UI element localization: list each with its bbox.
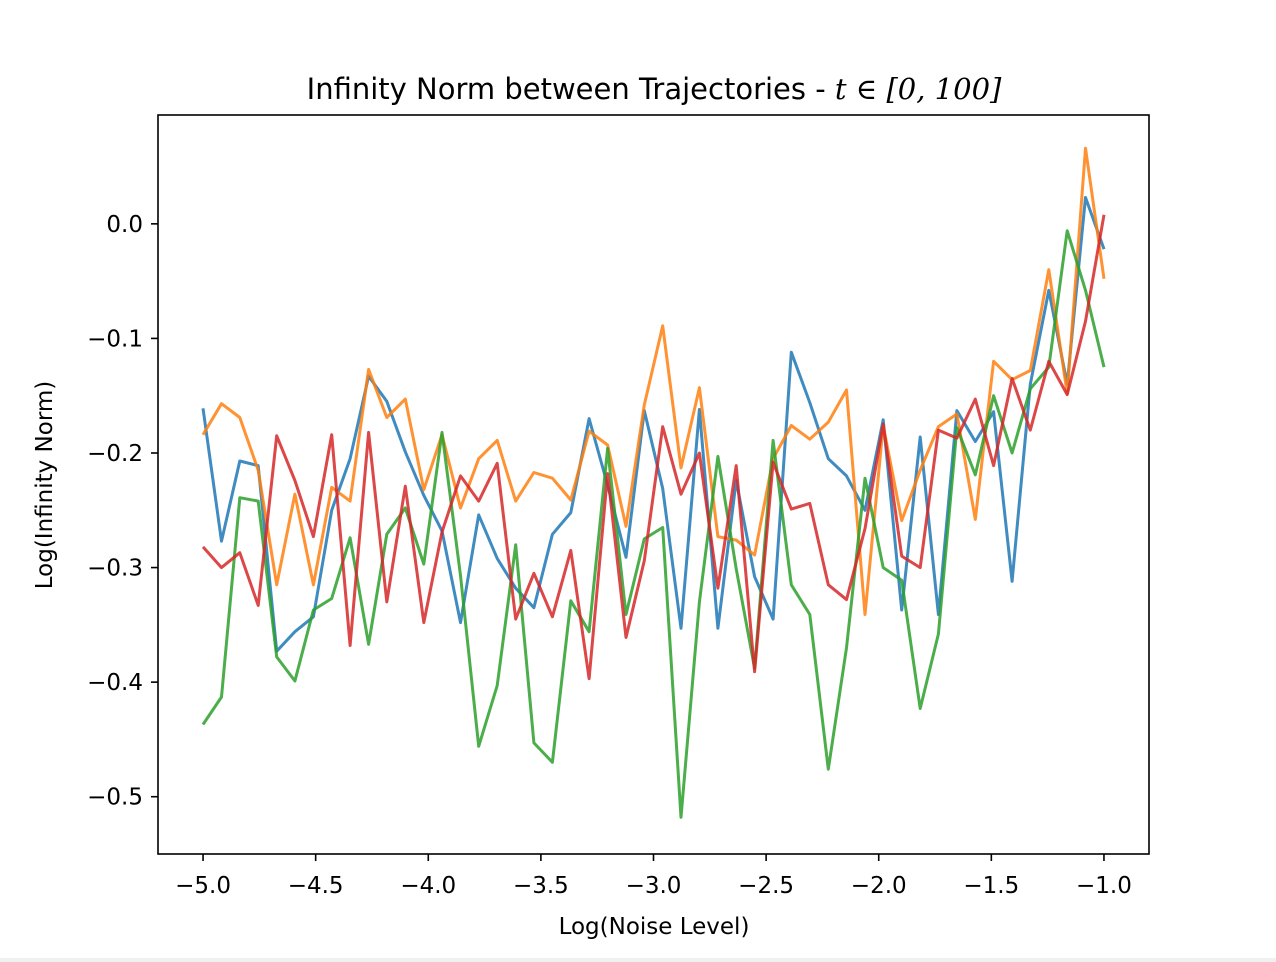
y-tick-label: 0.0 [106, 212, 143, 238]
chart-title: Infinity Norm between Trajectories - t ∈… [307, 72, 1002, 106]
x-tick-label: −5.0 [175, 873, 231, 899]
series-line-3 [201, 229, 1106, 819]
x-tick-label: −4.5 [288, 873, 344, 899]
y-tick-label: −0.5 [87, 785, 143, 811]
x-tick-label: −1.5 [963, 873, 1019, 899]
y-tick-label: −0.2 [87, 441, 143, 467]
x-axis-label: Log(Noise Level) [559, 914, 750, 940]
series-line-1 [201, 196, 1106, 653]
series-line-4 [201, 214, 1106, 681]
x-tick-label: −2.0 [851, 873, 907, 899]
y-axis-label: Log(Infinity Norm) [32, 381, 58, 590]
x-tick-label: −3.0 [626, 873, 682, 899]
y-tick-label: −0.3 [87, 556, 143, 582]
y-axis-ticks: 0.0 −0.1 −0.2 −0.3 −0.4 −0.5 [87, 212, 158, 811]
series-line-2 [201, 146, 1106, 616]
x-axis-ticks: −5.0 −4.5 −4.0 −3.5 −3.0 −2.5 −2.0 −1.5 −1.0 [175, 854, 1132, 899]
x-tick-label: −4.0 [400, 873, 456, 899]
x-tick-label: −2.5 [738, 873, 794, 899]
y-tick-label: −0.1 [87, 326, 143, 352]
y-tick-label: −0.4 [87, 670, 143, 696]
series-layer [201, 146, 1106, 819]
x-tick-label: −3.5 [513, 873, 569, 899]
bottom-divider [0, 958, 1276, 962]
x-tick-label: −1.0 [1076, 873, 1132, 899]
